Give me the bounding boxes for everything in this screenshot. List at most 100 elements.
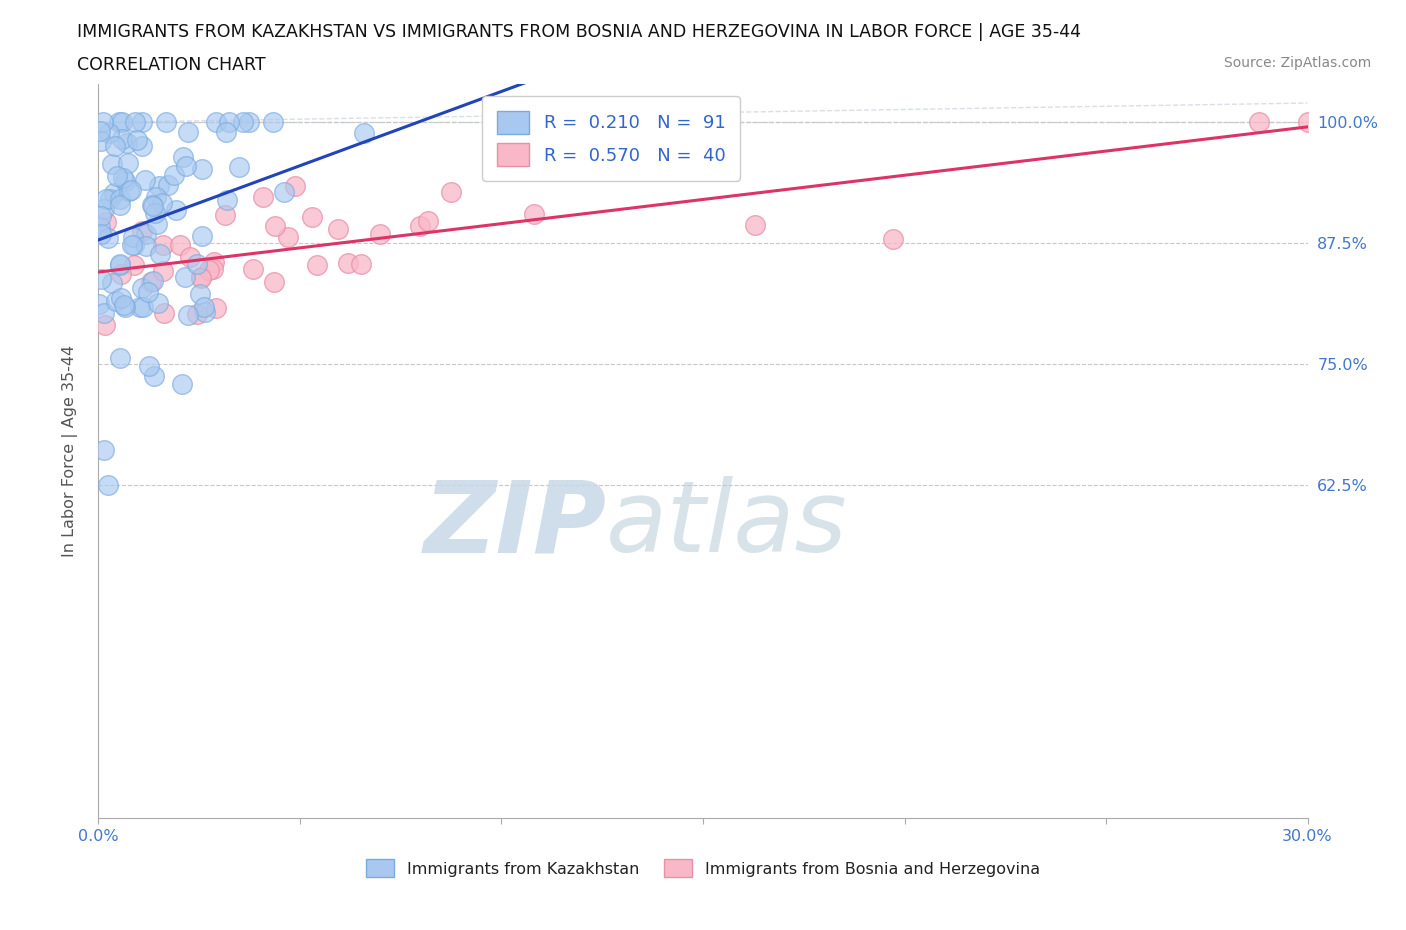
Point [205, 115, 228, 130]
Point [150, 195, 173, 210]
Point [177, 308, 200, 323]
Point [111, 115, 134, 130]
Point [273, 185, 295, 200]
Point [111, 171, 134, 186]
Point [135, 226, 157, 241]
Point [121, 230, 143, 245]
Point [98, 126, 121, 140]
Point [205, 301, 228, 316]
Point [127, 132, 149, 147]
Point [145, 217, 167, 232]
Point [131, 139, 153, 153]
Point [228, 159, 250, 174]
Point [131, 223, 153, 238]
Point [90, 209, 112, 224]
Text: CORRELATION CHART: CORRELATION CHART [77, 56, 266, 73]
Y-axis label: In Labor Force | Age 35-44: In Labor Force | Age 35-44 [62, 345, 77, 557]
Point [201, 261, 224, 276]
Point [108, 192, 131, 206]
Point [744, 218, 766, 232]
Point [117, 183, 139, 198]
Point [141, 198, 163, 213]
Point [90, 134, 112, 149]
Point [122, 258, 145, 272]
Point [101, 276, 124, 291]
Point [163, 168, 186, 183]
Point [307, 258, 329, 272]
Point [94, 215, 117, 230]
Point [121, 237, 143, 252]
Legend: Immigrants from Kazakhstan, Immigrants from Bosnia and Herzegovina: Immigrants from Kazakhstan, Immigrants f… [360, 853, 1046, 884]
Point [174, 158, 197, 173]
Point [94, 317, 117, 332]
Point [370, 226, 392, 241]
Point [97, 478, 120, 493]
Point [143, 369, 166, 384]
Point [262, 115, 284, 130]
Point [87, 297, 110, 312]
Point [131, 280, 153, 295]
Point [108, 115, 131, 130]
Point [218, 115, 240, 130]
Point [94, 192, 117, 206]
Point [157, 178, 180, 193]
Point [90, 272, 112, 286]
Point [172, 149, 194, 164]
Point [186, 307, 208, 322]
Point [882, 232, 904, 246]
Text: ZIP: ZIP [423, 476, 606, 573]
Point [165, 202, 187, 217]
Point [176, 125, 198, 140]
Point [264, 219, 287, 233]
Point [214, 207, 236, 222]
Point [301, 209, 323, 224]
Point [134, 173, 156, 188]
Point [252, 190, 274, 205]
Point [152, 237, 174, 252]
Point [169, 238, 191, 253]
Point [93, 305, 115, 320]
Point [104, 139, 127, 153]
Point [523, 206, 546, 221]
Point [198, 262, 221, 277]
Point [650, 149, 672, 164]
Point [353, 126, 375, 140]
Point [1296, 115, 1319, 130]
Point [238, 115, 260, 130]
Point [143, 206, 166, 220]
Point [114, 299, 136, 314]
Text: atlas: atlas [606, 476, 848, 573]
Point [194, 304, 217, 319]
Point [124, 115, 146, 130]
Point [97, 231, 120, 246]
Point [108, 350, 131, 365]
Point [214, 125, 236, 140]
Point [115, 136, 138, 151]
Point [89, 220, 111, 235]
Point [138, 359, 160, 374]
Point [142, 198, 165, 213]
Point [131, 115, 153, 130]
Point [132, 299, 155, 314]
Point [179, 250, 201, 265]
Point [98, 192, 121, 206]
Point [148, 179, 170, 193]
Point [149, 246, 172, 261]
Point [136, 285, 159, 299]
Point [191, 161, 214, 176]
Point [93, 442, 115, 457]
Point [93, 202, 115, 217]
Point [190, 270, 212, 285]
Point [89, 123, 111, 138]
Point [110, 291, 132, 306]
Point [100, 157, 122, 172]
Point [139, 274, 162, 289]
Point [408, 219, 430, 233]
Point [153, 305, 176, 320]
Point [416, 213, 439, 228]
Point [173, 270, 195, 285]
Point [93, 115, 115, 130]
Point [215, 193, 238, 207]
Point [337, 256, 360, 271]
Point [110, 197, 132, 212]
